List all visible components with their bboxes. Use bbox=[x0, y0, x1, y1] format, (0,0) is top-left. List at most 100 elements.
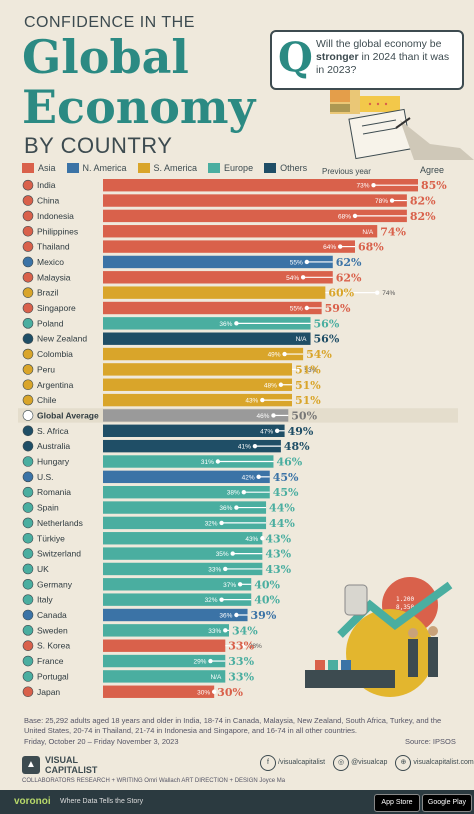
country-label: China bbox=[37, 196, 59, 206]
svg-text:8,350: 8,350 bbox=[396, 604, 414, 611]
collaborators: COLLABORATORS RESEARCH + WRITING Omri Wa… bbox=[22, 778, 286, 784]
bar bbox=[103, 608, 248, 622]
previous-year-label: 30% bbox=[197, 689, 210, 696]
country-label: Netherlands bbox=[37, 518, 83, 528]
bar bbox=[103, 578, 252, 591]
value-label: 62% bbox=[336, 256, 362, 269]
previous-year-dot bbox=[375, 290, 380, 295]
country-label: India bbox=[37, 180, 56, 190]
value-label: 43% bbox=[265, 563, 291, 576]
bar bbox=[103, 225, 378, 238]
bar bbox=[103, 209, 407, 223]
bar bbox=[103, 455, 274, 468]
legend-item: Others bbox=[264, 163, 307, 173]
legend-item: Europe bbox=[208, 163, 253, 173]
bar bbox=[103, 501, 267, 514]
value-label: 43% bbox=[265, 532, 291, 545]
previous-year-label: 36% bbox=[219, 613, 232, 620]
bar bbox=[103, 486, 270, 499]
title-economy: Economy bbox=[22, 80, 256, 134]
value-label: 30% bbox=[217, 686, 243, 699]
country-label: Singapore bbox=[37, 303, 76, 313]
country-flag-icon bbox=[22, 440, 34, 452]
previous-year-label: 49% bbox=[268, 352, 281, 359]
country-label: Chile bbox=[37, 395, 57, 405]
legend-label: Asia bbox=[38, 163, 56, 173]
previous-year-dot bbox=[230, 551, 235, 556]
bar bbox=[103, 639, 226, 652]
previous-year-dot bbox=[234, 612, 239, 618]
previous-year-dot bbox=[211, 689, 217, 694]
country-flag-icon bbox=[22, 532, 34, 544]
previous-year-dot bbox=[260, 397, 265, 403]
country-flag-icon bbox=[22, 394, 34, 406]
country-flag-icon bbox=[22, 640, 34, 652]
country-label: Philippines bbox=[37, 226, 78, 236]
previous-year-dot bbox=[241, 643, 247, 648]
value-label: 39% bbox=[251, 609, 277, 622]
country-label: Australia bbox=[37, 441, 70, 451]
country-flag-icon bbox=[22, 578, 34, 590]
value-label: 56% bbox=[314, 317, 340, 330]
country-label: U.S. bbox=[37, 472, 54, 482]
social-x-link[interactable]: ◎ @visualcap bbox=[333, 755, 387, 771]
value-label: 44% bbox=[269, 517, 295, 530]
bar bbox=[103, 317, 311, 330]
bar bbox=[103, 286, 326, 299]
previous-year-dot bbox=[352, 213, 358, 219]
country-label: Portugal bbox=[37, 671, 69, 681]
bar bbox=[103, 470, 270, 484]
value-label: 59% bbox=[325, 302, 351, 315]
bar bbox=[103, 240, 355, 253]
previous-year-dot bbox=[337, 244, 343, 249]
previous-year-label: 54% bbox=[286, 275, 299, 282]
value-label: 56% bbox=[314, 333, 340, 346]
checklist-illustration-icon bbox=[330, 90, 474, 160]
previous-year-label: 29% bbox=[193, 659, 206, 666]
bar bbox=[103, 439, 281, 453]
legend-item: Asia bbox=[22, 163, 56, 173]
question-box bbox=[270, 30, 464, 90]
legend: Asia N. America S. America Europe Others bbox=[22, 163, 318, 177]
country-label: France bbox=[37, 656, 64, 666]
country-flag-icon bbox=[22, 517, 34, 529]
country-flag-icon bbox=[22, 425, 34, 437]
previous-year-label: 48% bbox=[264, 382, 277, 389]
value-label: 51% bbox=[295, 379, 321, 392]
country-label: Spain bbox=[37, 503, 59, 513]
value-label: 44% bbox=[269, 502, 295, 515]
bar bbox=[103, 393, 292, 407]
previous-year-label: 68% bbox=[338, 213, 351, 220]
previous-year-dot bbox=[234, 505, 239, 510]
website-link[interactable]: ⊕ visualcapitalist.com bbox=[395, 755, 474, 771]
social-facebook-link[interactable]: f/visualcapitalist bbox=[260, 755, 325, 771]
value-label: 60% bbox=[328, 287, 354, 300]
country-label: Canada bbox=[37, 610, 67, 620]
facebook-icon: f bbox=[260, 755, 276, 771]
previous-year-label: 43% bbox=[245, 398, 258, 405]
legend-swatch bbox=[137, 163, 150, 173]
previous-year-label: 46% bbox=[256, 413, 269, 420]
previous-year-dot bbox=[371, 183, 376, 188]
value-label: 40% bbox=[254, 578, 280, 591]
base-footnote: Base: 25,292 adults aged 18 years and ol… bbox=[24, 716, 442, 735]
legend-swatch bbox=[208, 163, 221, 173]
country-label: Italy bbox=[37, 595, 53, 605]
value-label: 34% bbox=[232, 624, 258, 637]
country-label: S. Africa bbox=[37, 426, 69, 436]
app-store-button[interactable]: App Store bbox=[374, 794, 420, 812]
google-play-button[interactable]: Google Play bbox=[422, 794, 472, 812]
legend-label: S. America bbox=[153, 163, 198, 173]
legend-label: Others bbox=[280, 163, 308, 173]
previous-year-label: 42% bbox=[242, 474, 255, 481]
bar-chart: India 73% 85% China 78% 82% Indonesia 68% 82% Phi… bbox=[18, 179, 458, 699]
previous-year-dot bbox=[234, 321, 239, 326]
legend-swatch bbox=[66, 163, 79, 173]
country-label: Malaysia bbox=[37, 272, 71, 282]
previous-year-label: 36% bbox=[219, 321, 232, 328]
previous-year-label: 37% bbox=[223, 582, 236, 589]
country-flag-icon bbox=[22, 671, 34, 682]
previous-year-label: N/A bbox=[362, 229, 374, 236]
previous-year-label: 33% bbox=[208, 566, 221, 573]
bar bbox=[103, 409, 289, 422]
